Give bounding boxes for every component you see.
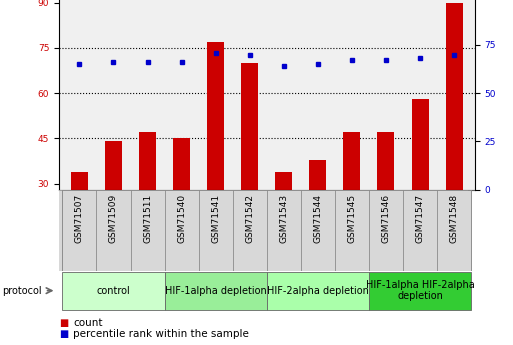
Text: ■: ■ (59, 329, 68, 339)
FancyBboxPatch shape (335, 190, 369, 271)
FancyBboxPatch shape (63, 190, 96, 271)
FancyBboxPatch shape (199, 190, 233, 271)
FancyBboxPatch shape (369, 272, 471, 310)
Bar (309, 159, 326, 274)
Bar (446, 2, 463, 274)
FancyBboxPatch shape (267, 272, 369, 310)
FancyBboxPatch shape (233, 190, 267, 271)
FancyBboxPatch shape (130, 190, 165, 271)
Text: GSM71507: GSM71507 (75, 194, 84, 243)
FancyBboxPatch shape (301, 190, 335, 271)
Bar (411, 99, 428, 274)
Bar (105, 141, 122, 274)
Text: GSM71542: GSM71542 (245, 194, 254, 243)
Text: control: control (96, 286, 130, 296)
Text: ■: ■ (59, 318, 68, 327)
Text: HIF-1alpha HIF-2alpha
depletion: HIF-1alpha HIF-2alpha depletion (366, 280, 475, 302)
Text: GSM71546: GSM71546 (382, 194, 390, 243)
Text: GSM71545: GSM71545 (347, 194, 357, 243)
Bar (241, 63, 258, 274)
FancyBboxPatch shape (165, 190, 199, 271)
Text: GSM71547: GSM71547 (416, 194, 425, 243)
Text: percentile rank within the sample: percentile rank within the sample (73, 329, 249, 339)
Text: GSM71548: GSM71548 (449, 194, 459, 243)
Text: GSM71540: GSM71540 (177, 194, 186, 243)
Bar (378, 132, 394, 274)
FancyBboxPatch shape (267, 190, 301, 271)
FancyBboxPatch shape (437, 190, 471, 271)
Text: GSM71509: GSM71509 (109, 194, 118, 243)
FancyBboxPatch shape (403, 190, 437, 271)
Text: HIF-1alpha depletion: HIF-1alpha depletion (165, 286, 267, 296)
Bar (71, 171, 88, 274)
Text: GSM71541: GSM71541 (211, 194, 220, 243)
Text: GSM71543: GSM71543 (279, 194, 288, 243)
Text: GSM71511: GSM71511 (143, 194, 152, 243)
Text: GSM71544: GSM71544 (313, 194, 322, 243)
Text: count: count (73, 318, 103, 327)
Bar (343, 132, 361, 274)
FancyBboxPatch shape (165, 272, 267, 310)
FancyBboxPatch shape (63, 272, 165, 310)
FancyBboxPatch shape (369, 190, 403, 271)
FancyBboxPatch shape (96, 190, 130, 271)
Bar (275, 171, 292, 274)
Bar (139, 132, 156, 274)
Text: protocol: protocol (3, 286, 42, 296)
Bar (207, 42, 224, 274)
Bar (173, 138, 190, 274)
Text: HIF-2alpha depletion: HIF-2alpha depletion (267, 286, 369, 296)
FancyBboxPatch shape (59, 190, 468, 271)
